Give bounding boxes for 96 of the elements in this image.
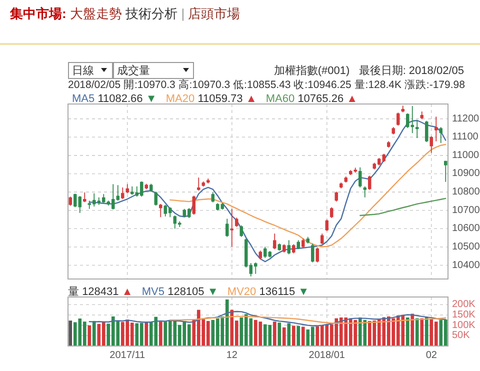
y-tick-label: 10600 (452, 223, 480, 234)
candlestick (211, 192, 214, 203)
text: | (181, 6, 185, 21)
candlestick (230, 208, 234, 248)
bar (287, 323, 291, 346)
line-series (88, 120, 446, 262)
text: MA20 (166, 93, 195, 105)
candlestick (334, 191, 338, 202)
bar (88, 325, 92, 346)
y-tick-label: 11000 (452, 150, 480, 161)
candlestick (192, 195, 196, 216)
bar (301, 326, 305, 346)
candlestick (68, 196, 72, 206)
candlestick (325, 219, 328, 232)
line-series (88, 310, 446, 326)
annotation: 11059.73 ▲ (198, 93, 257, 105)
candlestick (358, 166, 362, 188)
y-tick-label: 11200 (452, 113, 480, 124)
candlestick (197, 177, 200, 192)
y-tick-label: 10900 (452, 168, 480, 180)
candlestick (363, 186, 366, 198)
x-tick-label: 2018/01 (308, 350, 346, 361)
annotation: 128105 ▼ (168, 286, 218, 298)
chart-title: 加權指數(#001) 最後日期: 2018/02/05 (274, 65, 464, 77)
candlestick (159, 204, 162, 218)
text: MV5 (142, 286, 165, 298)
bar (158, 322, 162, 346)
text: 2018/02/05 開:10970.3 高:10970.3 低:10855.43 收:10946.25 量:128.4K 漲跌:-179.98 (68, 78, 465, 92)
y-tick-label: 11100 (452, 132, 479, 143)
candlestick (396, 112, 400, 126)
bar (282, 327, 286, 346)
text: 店頭市場 (188, 6, 240, 21)
line-series (170, 316, 446, 324)
annotation: 11082.66 ▼ (98, 93, 157, 105)
y-tick-label: 10700 (452, 204, 480, 216)
bar (144, 322, 148, 346)
y-tick-label: 100K (452, 320, 476, 331)
bar (415, 318, 419, 346)
candlestick (316, 247, 319, 263)
annotation: 136115 ▼ (259, 286, 310, 298)
candlestick (78, 196, 82, 214)
candlestick (434, 116, 438, 142)
candlestick (74, 193, 77, 208)
candlestick (425, 120, 428, 143)
x-tick-label: 02 (426, 350, 438, 361)
text: 技術分析 (126, 6, 178, 21)
candlestick (430, 136, 433, 154)
candlestick (330, 206, 334, 218)
x-tick-label: 12 (226, 350, 238, 361)
text: 集中市場: (10, 6, 66, 21)
bar (278, 322, 282, 346)
bar (406, 317, 410, 346)
candlestick (240, 224, 243, 238)
bar (424, 317, 428, 346)
bar (292, 326, 296, 346)
y-tick-label: 50K (452, 330, 470, 342)
candlestick (292, 244, 296, 254)
candlestick (126, 184, 129, 194)
candlestick (121, 187, 124, 200)
candlestick (439, 126, 442, 144)
bar (410, 314, 414, 346)
bar (420, 318, 424, 346)
text: MA60 (266, 93, 295, 105)
annotation: 128431 ▲ (82, 286, 133, 298)
candlestick (226, 218, 229, 238)
candlestick (368, 175, 372, 190)
line-series (360, 198, 446, 216)
candlestick (287, 240, 290, 255)
candlestick (154, 191, 158, 206)
bar (272, 322, 276, 346)
series-label: MV20 (227, 286, 256, 298)
line-series (170, 144, 446, 248)
y-tick-label: 10800 (452, 186, 480, 198)
y-tick-label: 10500 (452, 241, 480, 252)
bar (92, 320, 96, 346)
candlestick (264, 246, 267, 258)
y-tick-label: 200K (452, 299, 476, 310)
candlestick (273, 233, 276, 250)
candlestick (116, 184, 120, 202)
bar (68, 320, 72, 346)
bar (296, 326, 300, 346)
text: MA5 (72, 93, 95, 105)
candlestick (311, 243, 314, 263)
series-label: 量 (68, 286, 79, 298)
candlestick (416, 119, 419, 138)
candlestick (83, 192, 86, 203)
text: 日線 (72, 64, 94, 78)
y-tick-label: 150K (452, 309, 476, 320)
candlestick (406, 112, 410, 128)
text: 大盤走勢 (70, 6, 122, 21)
y-tick-label: 10400 (452, 260, 480, 271)
annotation: 10765.26 ▲ (298, 93, 358, 105)
text: 成交量 (117, 64, 150, 78)
x-tick-label: 2017/11 (110, 350, 146, 361)
candlestick (444, 160, 448, 182)
candlestick (320, 233, 324, 245)
